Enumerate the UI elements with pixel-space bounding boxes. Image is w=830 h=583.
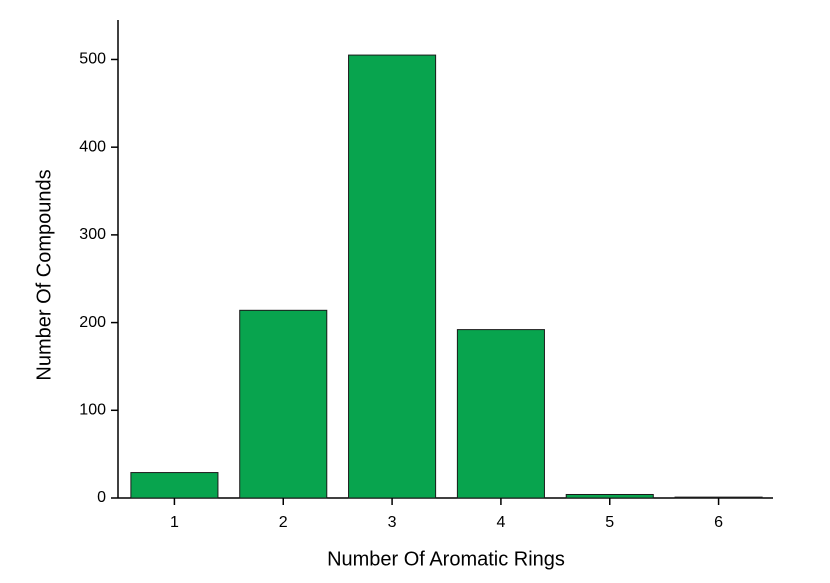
x-tick-label: 5 [605,514,614,531]
x-tick-label: 2 [279,514,288,531]
bar [130,472,219,499]
y-tick-label: 200 [79,314,106,331]
x-tick-label: 1 [170,514,179,531]
bar [565,493,654,499]
y-tick-label: 100 [79,402,106,419]
x-tick-label: 6 [714,514,723,531]
y-tick-label: 400 [79,138,106,155]
x-tick-label: 3 [388,514,397,531]
y-tick-label: 500 [79,51,106,68]
x-tick-label: 4 [496,514,505,531]
bar [348,54,437,499]
y-tick-label: 0 [97,489,106,506]
x-axis-label: Number Of Aromatic Rings [327,548,565,570]
bar [239,309,328,499]
bar [674,496,763,499]
bar [456,329,545,499]
y-tick-label: 300 [79,226,106,243]
y-axis-label: Number Of Compounds [33,169,55,380]
